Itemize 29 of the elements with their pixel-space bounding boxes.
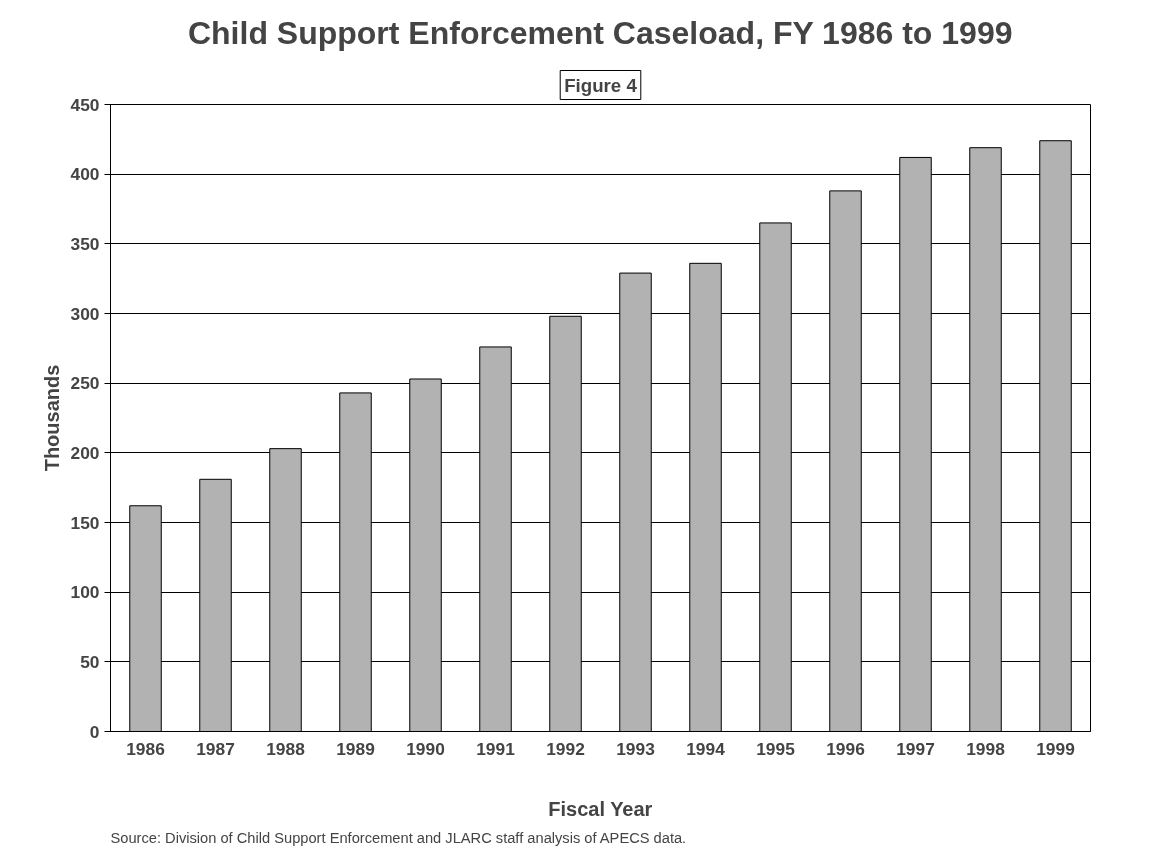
- x-tick-label: 1992: [546, 738, 585, 759]
- y-tick-label: 350: [70, 233, 100, 254]
- y-tick-label: 250: [70, 373, 100, 394]
- y-tick-label: 150: [70, 512, 100, 533]
- y-tick-label: 100: [70, 582, 100, 603]
- x-tick-label: 1988: [266, 738, 306, 759]
- x-axis-title: Fiscal Year: [548, 797, 653, 820]
- x-tick-label: 1989: [336, 738, 375, 759]
- y-tick-label: 450: [70, 94, 100, 115]
- x-tick-label: 1986: [126, 738, 166, 759]
- x-tick-label: 1993: [616, 738, 656, 759]
- y-tick-label: 200: [70, 442, 100, 463]
- chart-title: Child Support Enforcement Caseload, FY 1986 to 1999: [187, 15, 1013, 51]
- y-axis-title: Thousands: [40, 364, 63, 472]
- x-tick-label: 1998: [966, 738, 1006, 759]
- source-note: Source: Division of Child Support Enforcement and JLARC staff analysis of APECS data.: [110, 829, 687, 846]
- y-tick-label: 50: [80, 651, 100, 672]
- x-tick-label: 1990: [406, 738, 445, 759]
- x-tick-label: 1999: [1036, 738, 1075, 759]
- y-tick-label: 300: [70, 303, 100, 324]
- x-tick-label: 1994: [686, 738, 726, 759]
- x-tick-label: 1987: [196, 738, 235, 759]
- x-tick-label: 1991: [476, 738, 516, 759]
- caption: Figure 4: [564, 74, 638, 96]
- y-tick-label: 0: [89, 721, 100, 742]
- x-tick-label: 1995: [756, 738, 796, 759]
- x-tick-label: 1996: [826, 738, 866, 759]
- x-tick-label: 1997: [896, 738, 935, 759]
- y-tick-label: 400: [70, 164, 100, 185]
